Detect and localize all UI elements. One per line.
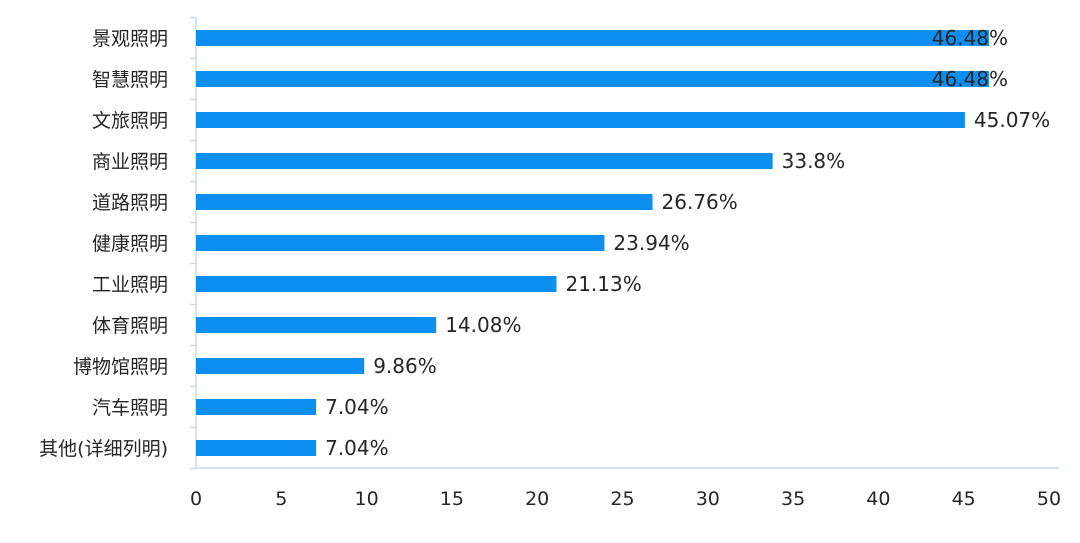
x-tick-label: 15 bbox=[440, 488, 464, 510]
bar bbox=[196, 194, 653, 210]
bars bbox=[196, 30, 989, 456]
data-label: 33.8% bbox=[782, 149, 846, 173]
x-tick-label: 30 bbox=[696, 488, 720, 510]
data-label: 23.94% bbox=[613, 231, 689, 255]
x-tick-label: 40 bbox=[866, 488, 890, 510]
category-label: 汽车照明 bbox=[92, 397, 168, 419]
category-label: 道路照明 bbox=[92, 192, 168, 214]
data-label: 7.04% bbox=[325, 395, 389, 419]
category-label: 智慧照明 bbox=[92, 69, 168, 91]
category-label: 其他(详细列明) bbox=[39, 438, 168, 460]
category-label: 工业照明 bbox=[92, 274, 168, 296]
data-labels: 46.48% 46.48% 45.07% 33.8% 26.76% 23.94% 21.13… bbox=[325, 26, 1050, 460]
bar bbox=[196, 440, 317, 456]
x-tick-label: 25 bbox=[610, 488, 634, 510]
x-tick-label: 35 bbox=[781, 488, 805, 510]
x-tick-labels: 0 5 10 15 20 25 30 35 40 45 50 bbox=[190, 488, 1061, 510]
bar bbox=[196, 112, 965, 128]
category-label: 景观照明 bbox=[92, 28, 168, 50]
bar bbox=[196, 399, 317, 415]
x-tick-label: 45 bbox=[952, 488, 976, 510]
data-label: 9.86% bbox=[373, 354, 437, 378]
bar bbox=[196, 358, 365, 374]
bar bbox=[196, 153, 773, 169]
x-tick-label: 50 bbox=[1037, 488, 1061, 510]
data-label: 46.48% bbox=[932, 67, 1008, 91]
x-tick-label: 10 bbox=[355, 488, 379, 510]
category-labels: 景观照明智慧照明文旅照明商业照明道路照明健康照明工业照明体育照明博物馆照明汽车照… bbox=[39, 28, 168, 460]
data-label: 45.07% bbox=[974, 108, 1050, 132]
data-label: 21.13% bbox=[565, 272, 641, 296]
x-tick-label: 5 bbox=[275, 488, 287, 510]
category-label: 体育照明 bbox=[92, 315, 168, 337]
bar bbox=[196, 30, 989, 46]
bar bbox=[196, 235, 605, 251]
data-label: 7.04% bbox=[325, 436, 389, 460]
data-label: 26.76% bbox=[662, 190, 738, 214]
bar bbox=[196, 317, 437, 333]
data-label: 14.08% bbox=[445, 313, 521, 337]
bar bbox=[196, 71, 989, 87]
category-label: 商业照明 bbox=[92, 151, 168, 173]
x-tick-label: 0 bbox=[190, 488, 202, 510]
category-label: 博物馆照明 bbox=[73, 356, 168, 378]
category-label: 文旅照明 bbox=[92, 110, 168, 132]
data-label: 46.48% bbox=[932, 26, 1008, 50]
category-label: 健康照明 bbox=[92, 233, 168, 255]
bar bbox=[196, 276, 557, 292]
x-tick-label: 20 bbox=[525, 488, 549, 510]
